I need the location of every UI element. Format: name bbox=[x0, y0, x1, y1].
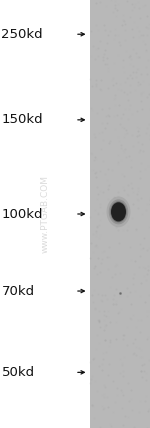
Text: www.PTGAB.COM: www.PTGAB.COM bbox=[40, 175, 50, 253]
Text: 250kd: 250kd bbox=[2, 28, 43, 41]
Text: 70kd: 70kd bbox=[2, 285, 35, 297]
Bar bbox=[90, 0, 150, 428]
Text: 50kd: 50kd bbox=[2, 366, 35, 379]
Ellipse shape bbox=[111, 202, 126, 222]
Ellipse shape bbox=[106, 196, 130, 227]
Ellipse shape bbox=[109, 199, 128, 224]
Text: 150kd: 150kd bbox=[2, 113, 43, 126]
Text: 100kd: 100kd bbox=[2, 208, 43, 220]
Ellipse shape bbox=[110, 201, 127, 223]
